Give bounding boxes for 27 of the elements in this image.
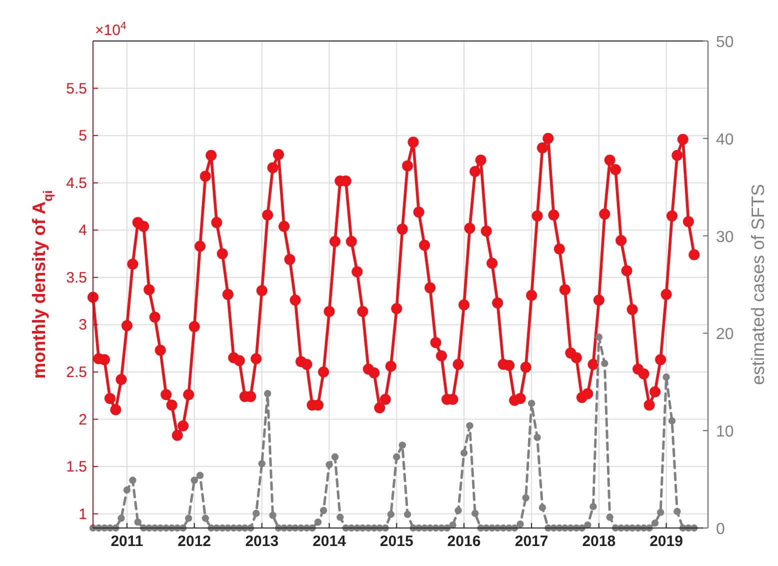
x-tick-label: 2012 [178, 533, 212, 550]
x-tick-label: 2016 [447, 533, 481, 550]
x-tick-label: 2013 [245, 533, 279, 550]
y-tick-label: 1.5 [66, 458, 87, 476]
y-tick-label: 3.5 [66, 269, 87, 286]
y-tick-label: 4 [78, 222, 87, 240]
y-tick-label: 2 [78, 411, 87, 428]
x-tick-label: 2018 [582, 533, 616, 550]
y2-tick-label: 0 [716, 521, 725, 538]
x-tick-label: 2019 [650, 533, 683, 550]
y-tick-label: 3 [78, 316, 87, 334]
y-tick-label: 1 [78, 506, 87, 523]
y-tick-label: 4.5 [66, 174, 87, 192]
y-tick-label: 2.5 [66, 364, 87, 381]
y2-tick-label: 20 [716, 326, 734, 344]
x-tick-label: 2015 [380, 533, 414, 550]
y2-tick-label: 30 [716, 228, 734, 246]
x-tick-label: 2017 [514, 533, 548, 550]
y2-tick-label: 40 [716, 131, 734, 148]
x-tick-label: 2014 [312, 533, 347, 550]
x-tick-label: 2011 [110, 533, 144, 550]
y-tick-label: 5 [78, 128, 87, 145]
y2-tick-label: 50 [716, 34, 734, 51]
y2-axis-title: estimated cases of SFTS [748, 184, 768, 386]
text: ×10$^{4}$ [95, 20, 126, 39]
y2-tick-label: 10 [716, 424, 734, 441]
y-tick-label: 5.5 [66, 80, 87, 98]
